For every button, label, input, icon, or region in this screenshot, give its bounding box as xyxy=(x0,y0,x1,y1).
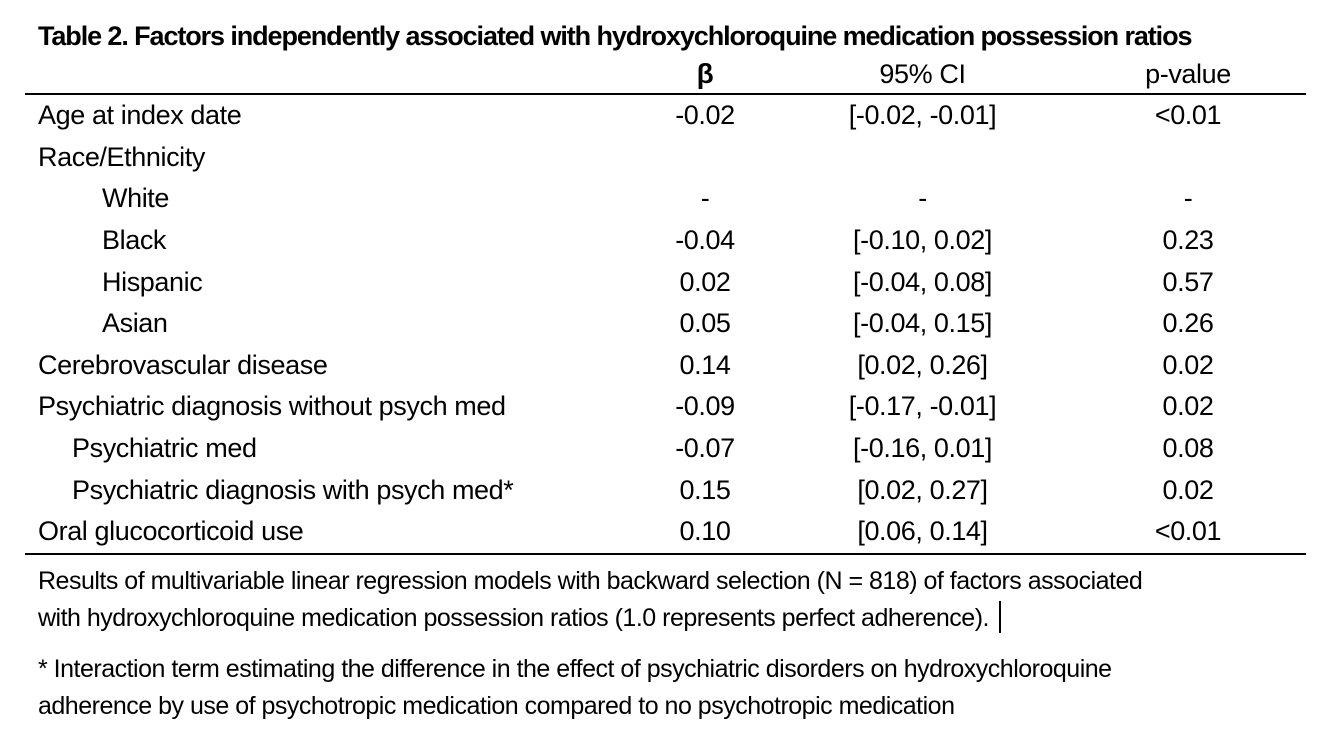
row-label: White xyxy=(102,183,170,214)
row-label: Hispanic xyxy=(102,266,203,297)
beta-value: 0.14 xyxy=(679,349,731,380)
p-value: 0.02 xyxy=(1162,349,1214,380)
ci-value: [-0.16, 0.01] xyxy=(853,433,992,464)
table-row: Race/Ethnicity xyxy=(25,137,1306,179)
ci-value: [0.06, 0.14] xyxy=(775,510,1070,555)
row-label: Black xyxy=(102,225,167,256)
row-label: Psychiatric diagnosis without psych med xyxy=(38,391,506,422)
p-value: <0.01 xyxy=(1070,510,1306,555)
column-header-pvalue: p-value xyxy=(1070,52,1306,95)
table-block: Table 2. Factors independently associate… xyxy=(25,0,1306,725)
table-row: Age at index date -0.02 [-0.02, -0.01] <… xyxy=(25,94,1306,137)
row-label: Asian xyxy=(102,308,168,339)
beta-value: -0.09 xyxy=(675,391,735,422)
ci-value: [-0.10, 0.02] xyxy=(853,225,992,256)
ci-value: [-0.17, -0.01] xyxy=(848,391,997,422)
row-label: Race/Ethnicity xyxy=(38,141,205,172)
beta-value: -0.07 xyxy=(675,433,735,464)
text-cursor xyxy=(998,600,1001,633)
ci-value: [0.02, 0.26] xyxy=(857,349,988,380)
p-value: 0.57 xyxy=(1162,266,1214,297)
beta-value: - xyxy=(700,183,710,214)
row-label: Psychiatric diagnosis with psych med* xyxy=(72,474,514,505)
row-label: Cerebrovascular disease xyxy=(38,349,328,380)
table-body: Age at index date -0.02 [-0.02, -0.01] <… xyxy=(25,94,1306,555)
table-row: Oral glucocorticoid use 0.10 [0.06, 0.14… xyxy=(25,510,1306,555)
ci-value: [-0.04, 0.15] xyxy=(853,308,992,339)
regression-table: β 95% CI p-value Age at index date -0.02… xyxy=(25,52,1306,555)
p-value xyxy=(1070,137,1306,179)
note-interaction-text: * Interaction term estimating the differ… xyxy=(38,654,1112,720)
note-results-text: Results of multivariable linear regressi… xyxy=(38,566,1143,632)
beta-value: 0.02 xyxy=(679,266,731,297)
beta-value: 0.15 xyxy=(679,474,731,505)
ci-value: [-0.04, 0.08] xyxy=(853,266,992,297)
table-row: Psychiatric diagnosis without psych med … xyxy=(25,386,1306,428)
beta-value xyxy=(635,137,775,179)
table-row: Psychiatric diagnosis with psych med* 0.… xyxy=(25,469,1306,511)
ci-value xyxy=(775,137,1070,179)
table-header-row: β 95% CI p-value xyxy=(25,52,1306,95)
ci-value: [-0.02, -0.01] xyxy=(848,100,997,131)
table-row: Hispanic 0.02 [-0.04, 0.08] 0.57 xyxy=(25,261,1306,303)
table-row: Black -0.04 [-0.10, 0.02] 0.23 xyxy=(25,220,1306,262)
ci-value: [0.02, 0.27] xyxy=(857,474,988,505)
column-header-beta: β xyxy=(635,52,775,95)
beta-value: -0.04 xyxy=(675,225,735,256)
table-note-interaction: * Interaction term estimating the differ… xyxy=(38,651,1306,725)
beta-value: -0.02 xyxy=(675,100,735,131)
table-row: White - - - xyxy=(25,178,1306,220)
ci-value: - xyxy=(918,183,927,214)
table-title: Table 2. Factors independently associate… xyxy=(38,21,1193,51)
table-row: Cerebrovascular disease 0.14 [0.02, 0.26… xyxy=(25,345,1306,387)
row-label: Psychiatric med xyxy=(72,433,257,464)
p-value: 0.08 xyxy=(1162,433,1214,464)
beta-value: 0.05 xyxy=(679,308,731,339)
row-label: Age at index date xyxy=(38,100,242,131)
p-value: 0.26 xyxy=(1162,308,1214,339)
p-value: - xyxy=(1183,183,1193,214)
table-row: Asian 0.05 [-0.04, 0.15] 0.26 xyxy=(25,303,1306,345)
p-value: 0.23 xyxy=(1162,225,1214,256)
p-value: <0.01 xyxy=(1154,100,1222,131)
beta-value: 0.10 xyxy=(635,510,775,555)
row-label: Oral glucocorticoid use xyxy=(25,510,635,555)
p-value: 0.02 xyxy=(1162,474,1214,505)
table-note-results: Results of multivariable linear regressi… xyxy=(38,563,1306,637)
p-value: 0.02 xyxy=(1162,391,1214,422)
column-header-factor xyxy=(25,52,635,95)
table-row: Psychiatric med -0.07 [-0.16, 0.01] 0.08 xyxy=(25,428,1306,470)
column-header-ci: 95% CI xyxy=(775,52,1070,95)
